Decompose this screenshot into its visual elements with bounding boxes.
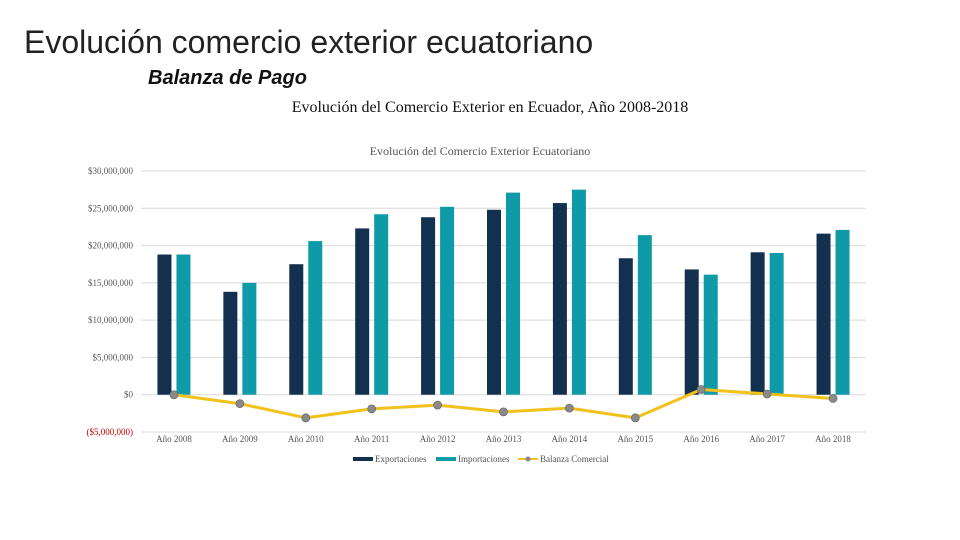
- bar-importaciones: [440, 206, 455, 395]
- bar-importaciones: [571, 189, 586, 395]
- bar-importaciones: [637, 235, 652, 395]
- legend-swatch-exportaciones: [353, 457, 373, 461]
- x-tick-label: Año 2014: [552, 434, 588, 444]
- bar-importaciones: [703, 274, 718, 395]
- x-tick-label: Año 2012: [420, 434, 456, 444]
- x-tick-label: Año 2017: [749, 434, 785, 444]
- x-tick-label: Año 2015: [617, 434, 653, 444]
- bars: [157, 189, 850, 395]
- bar-exportaciones: [552, 203, 567, 395]
- y-tick-label: ($5,000,000): [87, 427, 134, 437]
- slide-subtitle: Balanza de Pago: [148, 67, 307, 89]
- balance-line: [169, 385, 838, 423]
- bar-exportaciones: [816, 233, 831, 395]
- bar-exportaciones: [750, 252, 765, 395]
- bar-importaciones: [308, 241, 323, 395]
- legend-label: Balanza Comercial: [540, 454, 609, 464]
- x-tick-label: Año 2011: [354, 434, 389, 444]
- balance-point: [630, 413, 640, 423]
- y-tick-label: $20,000,000: [88, 241, 134, 251]
- bar-exportaciones: [355, 228, 370, 395]
- x-tick-label: Año 2013: [486, 434, 522, 444]
- x-tick-label: Año 2008: [156, 434, 192, 444]
- y-tick-label: $10,000,000: [88, 315, 134, 325]
- legend-label: Importaciones: [458, 454, 510, 464]
- balance-point: [762, 389, 772, 399]
- bar-exportaciones: [684, 269, 699, 395]
- balance-point: [367, 404, 377, 414]
- bar-exportaciones: [487, 209, 501, 395]
- y-tick-label: $25,000,000: [88, 203, 134, 213]
- y-tick-label: $5,000,000: [93, 352, 134, 362]
- balance-point: [499, 407, 508, 417]
- balance-point: [169, 390, 179, 400]
- bar-importaciones: [242, 282, 257, 395]
- bar-importaciones: [769, 253, 784, 395]
- bar-importaciones: [506, 192, 520, 395]
- balance-point: [828, 394, 838, 403]
- balance-point: [235, 399, 245, 409]
- x-axis: Año 2008 Año 2009 Año 2010 Año 2011 Año 2012…: [156, 434, 851, 444]
- bar-exportaciones: [157, 254, 172, 395]
- legend: Exportaciones Importaciones Balanza Comerc…: [353, 454, 609, 464]
- balance-point: [696, 385, 706, 394]
- bar-exportaciones: [421, 217, 436, 395]
- y-tick-label: $15,000,000: [88, 278, 134, 288]
- bar-importaciones: [176, 254, 191, 395]
- x-tick-label: Año 2010: [288, 434, 324, 444]
- balance-point: [301, 413, 311, 423]
- y-tick-label: $0: [124, 390, 134, 400]
- y-tick-label: $30,000,000: [88, 166, 134, 176]
- chart-title: Evolución del Comercio Exterior Ecuatori…: [370, 144, 591, 158]
- bar-exportaciones: [223, 291, 238, 395]
- legend-label: Exportaciones: [375, 454, 427, 464]
- bar-importaciones: [835, 229, 850, 395]
- x-tick-label: Año 2018: [815, 434, 851, 444]
- legend-swatch-importaciones: [436, 457, 456, 461]
- x-tick-label: Año 2009: [222, 434, 258, 444]
- bar-exportaciones: [618, 258, 633, 395]
- bar-importaciones: [374, 214, 389, 395]
- slide-title: Evolución comercio exterior ecuatoriano: [24, 24, 594, 60]
- legend-marker: [525, 456, 531, 462]
- balance-point: [565, 403, 574, 413]
- balance-point: [433, 400, 442, 410]
- x-tick-label: Año 2016: [683, 434, 719, 444]
- bar-exportaciones: [289, 264, 304, 395]
- y-axis: ($5,000,000) $0 $5,000,000 $10,000,000 $15,0…: [87, 166, 134, 437]
- chart-heading: Evolución del Comercio Exterior en Ecuad…: [291, 99, 689, 116]
- gridlines: [141, 170, 866, 433]
